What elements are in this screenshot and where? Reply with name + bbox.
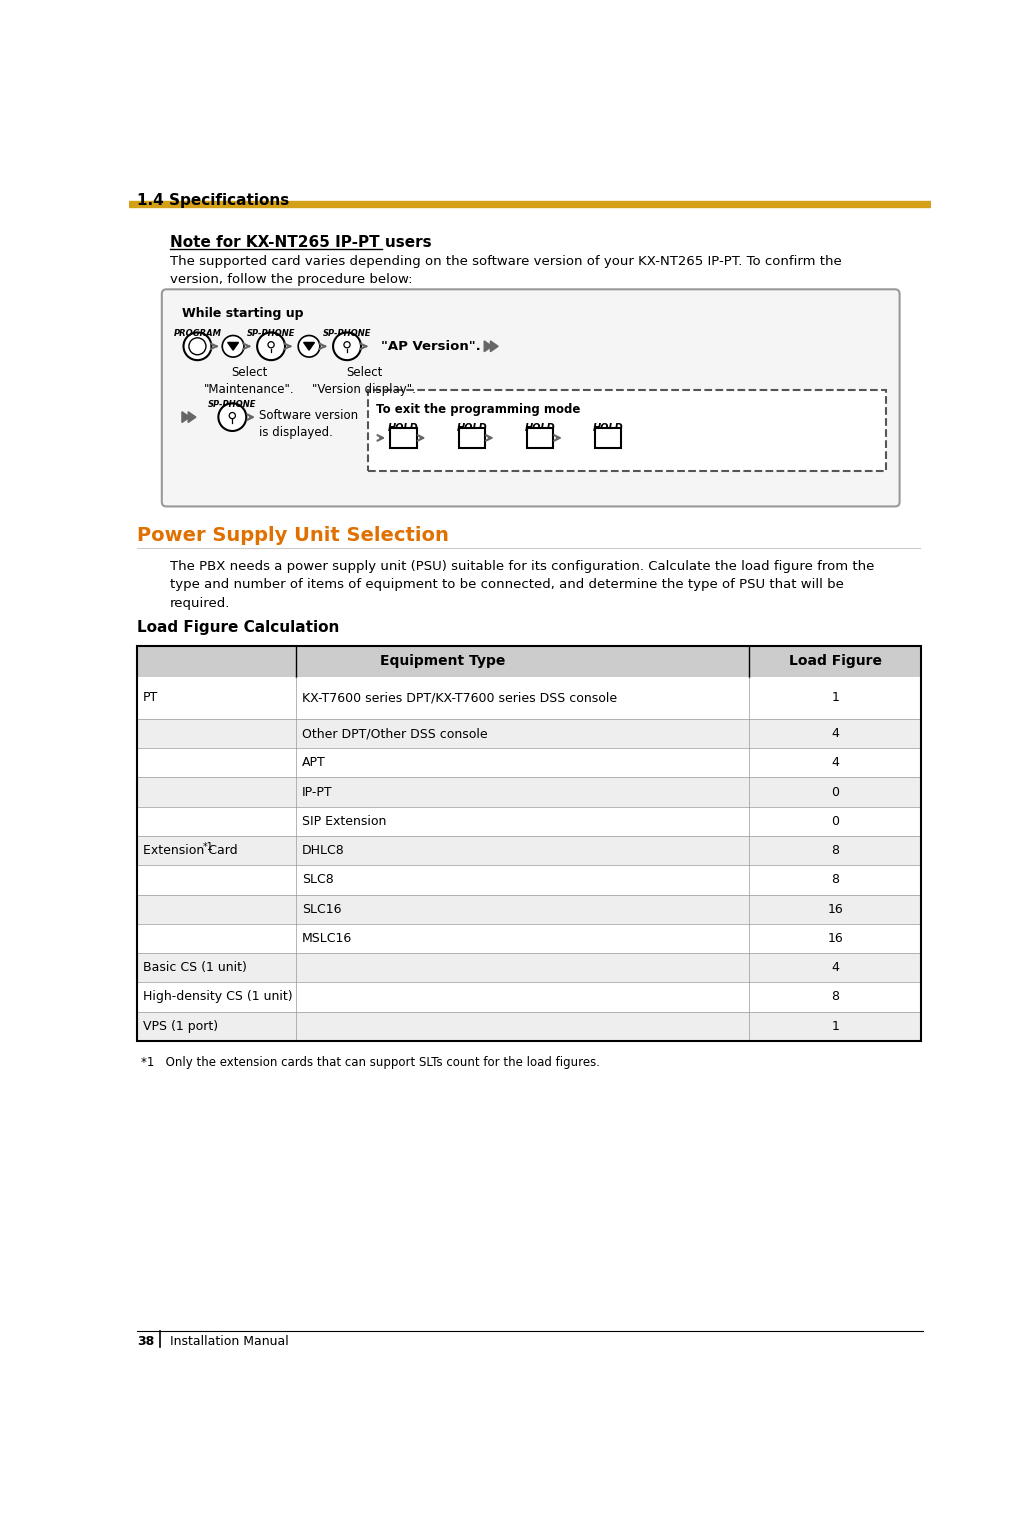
- Text: 16: 16: [827, 933, 843, 945]
- Circle shape: [189, 337, 206, 355]
- Bar: [136, 718, 921, 749]
- Bar: [136, 835, 921, 866]
- Bar: [136, 749, 921, 778]
- Text: Basic CS (1 unit): Basic CS (1 unit): [143, 962, 247, 974]
- Text: HOLD: HOLD: [592, 424, 624, 433]
- Polygon shape: [182, 412, 189, 422]
- Text: 4: 4: [831, 962, 840, 974]
- Text: High-density CS (1 unit): High-density CS (1 unit): [143, 990, 293, 1004]
- Text: 1: 1: [831, 691, 840, 705]
- Bar: [129, 201, 931, 207]
- Text: Software version
is displayed.: Software version is displayed.: [260, 409, 359, 439]
- Bar: [136, 646, 921, 676]
- Text: HOLD: HOLD: [388, 424, 419, 433]
- Circle shape: [222, 336, 244, 357]
- Text: Load Figure Calculation: Load Figure Calculation: [136, 620, 339, 635]
- Bar: [136, 1012, 921, 1041]
- Bar: [136, 866, 921, 895]
- Bar: [595, 428, 621, 448]
- Text: *1: *1: [203, 842, 214, 852]
- Text: Select
"Maintenance".: Select "Maintenance".: [204, 366, 295, 395]
- Text: VPS (1 port): VPS (1 port): [143, 1019, 218, 1033]
- Text: IP-PT: IP-PT: [302, 785, 333, 799]
- Text: SLC8: SLC8: [302, 873, 334, 887]
- Text: 1: 1: [831, 1019, 840, 1033]
- Text: Note for KX-NT265 IP-PT users: Note for KX-NT265 IP-PT users: [170, 234, 431, 249]
- Circle shape: [268, 342, 274, 348]
- Text: SP-PHONE: SP-PHONE: [208, 399, 256, 409]
- Text: PROGRAM: PROGRAM: [174, 330, 221, 339]
- Text: MSLC16: MSLC16: [302, 933, 353, 945]
- Bar: [136, 924, 921, 952]
- Text: While starting up: While starting up: [182, 307, 303, 321]
- Polygon shape: [227, 342, 239, 351]
- Circle shape: [298, 336, 320, 357]
- Bar: [136, 952, 921, 983]
- Polygon shape: [304, 342, 314, 351]
- Text: 8: 8: [831, 990, 840, 1004]
- Text: 0: 0: [831, 814, 840, 828]
- Circle shape: [257, 333, 285, 360]
- Text: "AP Version".: "AP Version".: [382, 340, 481, 352]
- Bar: [459, 428, 485, 448]
- Text: PT: PT: [143, 691, 158, 705]
- Text: 0: 0: [831, 785, 840, 799]
- Bar: [136, 676, 921, 718]
- Text: SP-PHONE: SP-PHONE: [247, 330, 296, 339]
- Bar: [368, 390, 886, 471]
- Text: 1.4 Specifications: 1.4 Specifications: [136, 193, 290, 208]
- Text: Load Figure: Load Figure: [789, 655, 882, 668]
- Polygon shape: [188, 412, 195, 422]
- Circle shape: [218, 403, 246, 431]
- Text: KX-T7600 series DPT/KX-T7600 series DSS console: KX-T7600 series DPT/KX-T7600 series DSS …: [302, 691, 617, 705]
- Bar: [136, 807, 921, 835]
- Text: Installation Manual: Installation Manual: [170, 1335, 288, 1347]
- Text: The PBX needs a power supply unit (PSU) suitable for its configuration. Calculat: The PBX needs a power supply unit (PSU) …: [170, 559, 874, 609]
- Polygon shape: [490, 340, 498, 352]
- Text: HOLD: HOLD: [456, 424, 487, 433]
- Bar: [136, 983, 921, 1012]
- Text: Other DPT/Other DSS console: Other DPT/Other DSS console: [302, 728, 488, 740]
- Text: 8: 8: [831, 845, 840, 857]
- Text: Power Supply Unit Selection: Power Supply Unit Selection: [136, 527, 449, 545]
- Text: SIP Extension: SIP Extension: [302, 814, 387, 828]
- Text: Extension Card: Extension Card: [143, 845, 238, 857]
- Text: 4: 4: [831, 728, 840, 740]
- Text: DHLC8: DHLC8: [302, 845, 344, 857]
- Text: To exit the programming mode: To exit the programming mode: [375, 403, 580, 416]
- Text: HOLD: HOLD: [524, 424, 555, 433]
- FancyBboxPatch shape: [161, 289, 900, 506]
- Circle shape: [183, 333, 211, 360]
- Circle shape: [230, 413, 236, 419]
- Text: 16: 16: [827, 902, 843, 916]
- Text: *1   Only the extension cards that can support SLTs count for the load figures.: *1 Only the extension cards that can sup…: [141, 1056, 600, 1069]
- Text: 8: 8: [831, 873, 840, 887]
- Polygon shape: [484, 340, 492, 352]
- Text: APT: APT: [302, 756, 326, 769]
- Text: The supported card varies depending on the software version of your KX-NT265 IP-: The supported card varies depending on t…: [170, 255, 842, 287]
- Text: SLC16: SLC16: [302, 902, 341, 916]
- Circle shape: [333, 333, 361, 360]
- Bar: [136, 778, 921, 807]
- Text: Equipment Type: Equipment Type: [381, 655, 506, 668]
- Circle shape: [344, 342, 351, 348]
- Bar: [136, 895, 921, 924]
- Bar: [527, 428, 553, 448]
- Text: 4: 4: [831, 756, 840, 769]
- Text: Select
"Version display".: Select "Version display".: [312, 366, 416, 395]
- Text: SP-PHONE: SP-PHONE: [323, 330, 371, 339]
- Bar: [391, 428, 417, 448]
- Text: 38: 38: [136, 1335, 154, 1347]
- Bar: [136, 646, 921, 1041]
